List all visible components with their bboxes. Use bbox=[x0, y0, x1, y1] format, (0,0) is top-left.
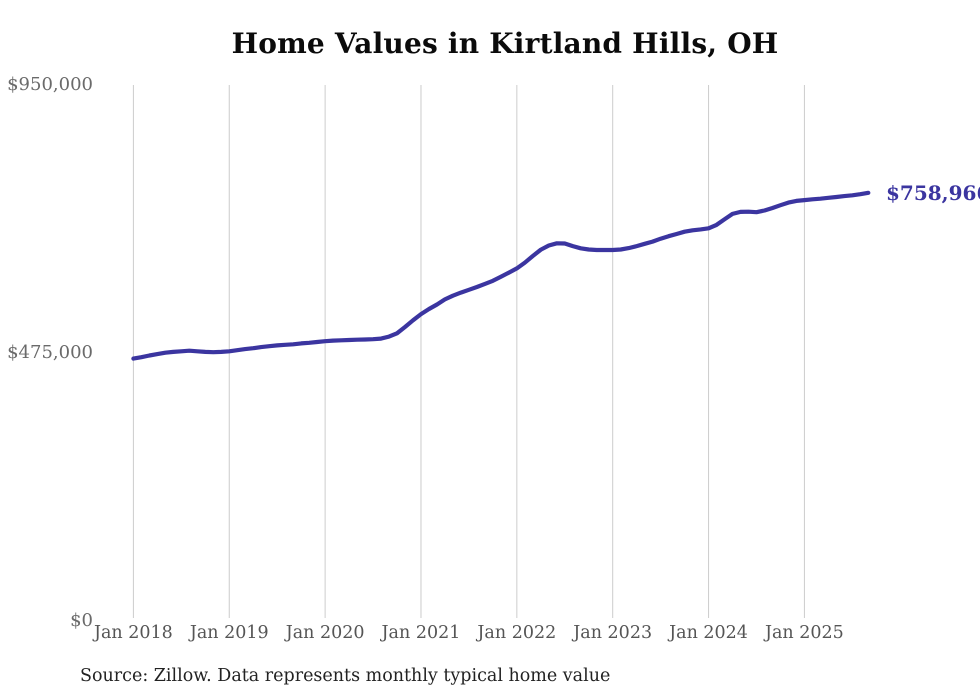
x-tick-label: Jan 2019 bbox=[189, 623, 269, 643]
x-tick-label: Jan 2020 bbox=[285, 623, 365, 643]
y-tick-label: $950,000 bbox=[7, 74, 93, 95]
x-tick-label: Jan 2024 bbox=[669, 623, 748, 643]
home-value-series-line bbox=[131, 190, 871, 361]
y-tick-label: $0 bbox=[70, 610, 93, 631]
y-tick-label: $475,000 bbox=[7, 342, 93, 363]
latest-value-label: $758,966 bbox=[886, 180, 980, 205]
source-note: Source: Zillow. Data represents monthly … bbox=[80, 666, 611, 686]
x-tick-label: Jan 2025 bbox=[764, 623, 844, 643]
chart-title: Home Values in Kirtland Hills, OH bbox=[231, 27, 779, 60]
x-tick-label: Jan 2018 bbox=[93, 623, 173, 643]
x-tick-label: Jan 2023 bbox=[573, 623, 653, 643]
x-tick-label: Jan 2022 bbox=[477, 623, 557, 643]
x-tick-label: Jan 2021 bbox=[381, 623, 461, 643]
